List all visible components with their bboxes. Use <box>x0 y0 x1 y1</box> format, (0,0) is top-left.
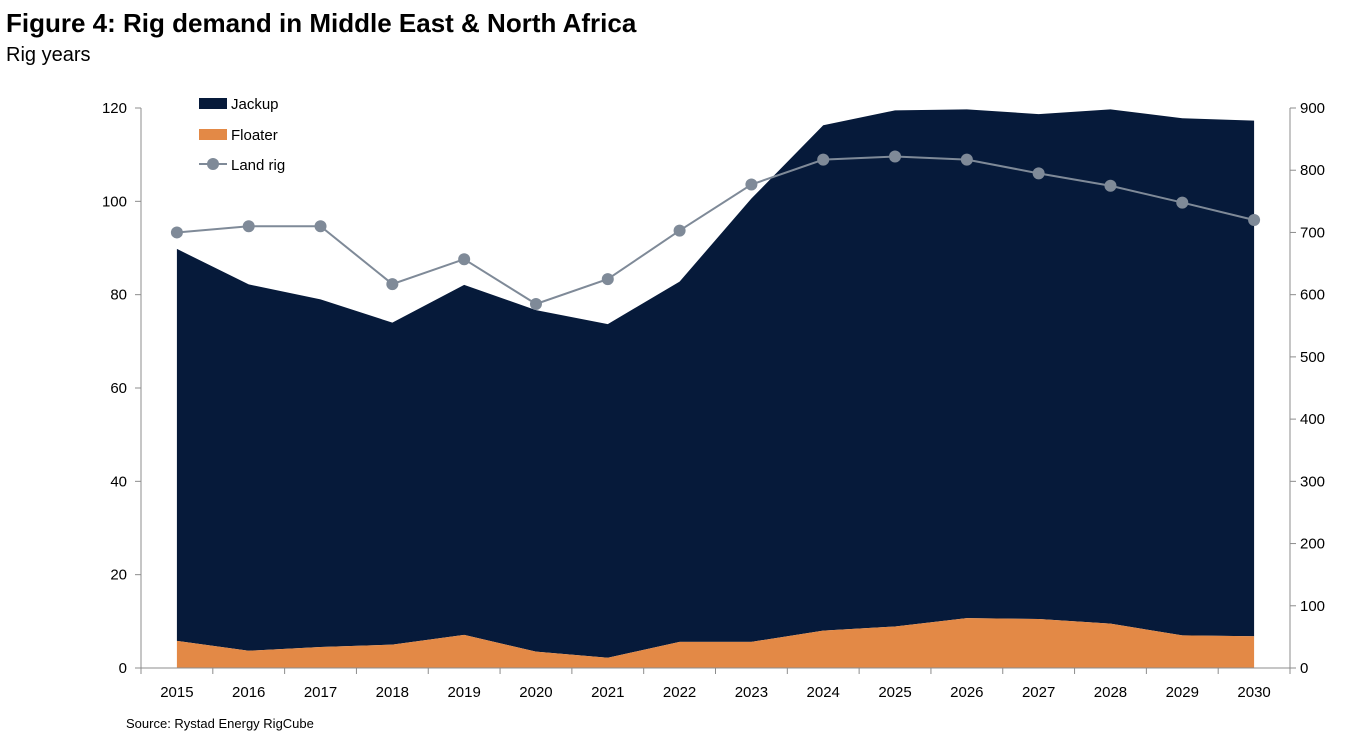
right-tick-label: 400 <box>1300 411 1325 428</box>
land-rig-point <box>170 226 183 239</box>
land-rig-point <box>960 153 973 166</box>
x-tick-label: 2021 <box>591 684 624 701</box>
left-tick-label: 0 <box>119 660 127 677</box>
left-tick-label: 80 <box>110 287 127 304</box>
right-tick-label: 500 <box>1300 349 1325 366</box>
land-rig-point <box>745 178 758 191</box>
land-rig-point <box>889 150 902 163</box>
x-tick-label: 2020 <box>519 684 552 701</box>
x-tick-label: 2017 <box>304 684 337 701</box>
land-rig-point <box>817 153 830 166</box>
legend-land-rig-label: Land rig <box>231 157 285 174</box>
chart-subtitle: Rig years <box>6 44 91 66</box>
land-rig-point <box>601 273 614 286</box>
x-tick-label: 2018 <box>376 684 409 701</box>
right-tick-label: 200 <box>1300 536 1325 553</box>
legend-land-rig-marker <box>207 158 219 170</box>
land-rig-point <box>242 220 255 233</box>
right-tick-label: 600 <box>1300 287 1325 304</box>
x-tick-label: 2015 <box>160 684 193 701</box>
legend-floater-label: Floater <box>231 127 278 144</box>
legend-jackup-swatch <box>199 98 227 109</box>
right-tick-label: 900 <box>1300 100 1325 117</box>
x-tick-label: 2028 <box>1094 684 1127 701</box>
land-rig-point <box>458 253 471 266</box>
jackup-area <box>176 109 1255 658</box>
land-rig-point <box>529 298 542 310</box>
right-tick-label: 300 <box>1300 473 1325 490</box>
left-tick-label: 120 <box>102 100 127 117</box>
x-tick-label: 2026 <box>950 684 983 701</box>
x-tick-label: 2016 <box>232 684 265 701</box>
left-tick-label: 60 <box>110 380 127 397</box>
x-tick-label: 2019 <box>447 684 480 701</box>
x-tick-label: 2023 <box>735 684 768 701</box>
x-tick-label: 2022 <box>663 684 696 701</box>
land-rig-point <box>1104 179 1117 192</box>
floater-area <box>176 618 1255 668</box>
chart-title: Figure 4: Rig demand in Middle East & No… <box>6 8 637 38</box>
x-tick-label: 2029 <box>1166 684 1199 701</box>
right-tick-label: 0 <box>1300 660 1308 677</box>
right-tick-label: 700 <box>1300 224 1325 241</box>
land-rig-point <box>386 278 399 291</box>
source-note: Source: Rystad Energy RigCube <box>126 716 314 731</box>
legend-floater-swatch <box>199 129 227 140</box>
left-tick-label: 100 <box>102 193 127 210</box>
land-rig-point <box>673 224 686 237</box>
x-tick-label: 2030 <box>1237 684 1270 701</box>
right-tick-label: 800 <box>1300 162 1325 179</box>
legend-jackup-label: Jackup <box>231 96 279 113</box>
x-tick-label: 2024 <box>807 684 840 701</box>
left-tick-label: 20 <box>110 567 127 584</box>
land-rig-point <box>1176 196 1189 209</box>
land-rig-point <box>1248 214 1261 226</box>
land-rig-point <box>1032 167 1045 180</box>
left-tick-label: 40 <box>110 473 127 490</box>
land-rig-point <box>314 220 327 233</box>
land-rig-line <box>176 155 1255 306</box>
right-tick-label: 100 <box>1300 598 1325 615</box>
x-tick-label: 2025 <box>878 684 911 701</box>
x-tick-label: 2027 <box>1022 684 1055 701</box>
